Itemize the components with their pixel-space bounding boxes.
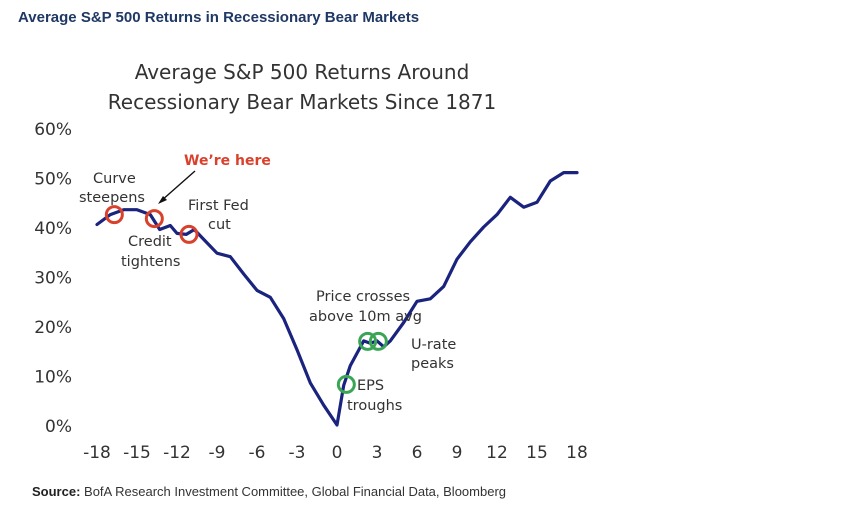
x-tick-label: -15 [123, 443, 151, 463]
red-event-marker [179, 224, 199, 244]
y-tick-label: 50% [34, 170, 72, 190]
line-chart: Average S&P 500 Returns Around Recession… [34, 60, 588, 463]
x-tick-label: 12 [486, 443, 508, 463]
x-axis-ticks: -18 -15 -12 -9 -6 -3 0 3 6 9 12 15 18 [83, 443, 588, 463]
annotation-first-fed-cut-line-2: cut [208, 217, 231, 233]
x-tick-label: -9 [209, 443, 226, 463]
annotation-u-rate-peaks: U-rate peaks [411, 337, 456, 372]
y-axis-ticks: 0% 10% 20% 30% 40% 50% 60% [34, 120, 72, 437]
annotation-eps-troughs-line-2: troughs [347, 398, 402, 414]
red-event-marker [144, 209, 164, 229]
green-event-marker [336, 374, 356, 394]
source-label: Source: [32, 484, 81, 499]
source-note: Source: BofA Research Investment Committ… [32, 484, 506, 499]
x-tick-label: -18 [83, 443, 111, 463]
x-tick-label: 6 [412, 443, 423, 463]
event-markers [104, 205, 388, 394]
chart-title: Average S&P 500 Returns Around Recession… [108, 60, 496, 114]
annotation-credit-tightens-line-2: tightens [121, 254, 180, 270]
page-title: Average S&P 500 Returns in Recessionary … [18, 9, 420, 26]
annotation-first-fed-cut-line-1: First Fed [188, 198, 249, 214]
annotations: Curve steepens We’re here First Fed cut Cr… [79, 153, 456, 414]
y-tick-label: 0% [45, 417, 72, 437]
x-tick-label: 0 [332, 443, 343, 463]
annotation-price-crosses: Price crosses above 10m avg [309, 289, 422, 325]
x-tick-label: -3 [289, 443, 306, 463]
x-tick-label: -6 [249, 443, 266, 463]
annotation-were-here: We’re here [184, 153, 271, 169]
x-tick-label: 9 [452, 443, 463, 463]
annotation-eps-troughs: EPS troughs [347, 378, 402, 414]
annotation-curve-steepens-line-1: Curve [93, 171, 136, 187]
annotation-credit-tightens: Credit tightens [121, 234, 180, 270]
y-tick-label: 60% [34, 120, 72, 140]
green-event-marker [358, 331, 378, 351]
y-tick-label: 30% [34, 269, 72, 289]
x-tick-label: 18 [566, 443, 588, 463]
y-tick-label: 10% [34, 368, 72, 388]
annotation-price-crosses-line-2: above 10m avg [309, 309, 422, 325]
annotation-price-crosses-line-1: Price crosses [316, 289, 410, 305]
green-event-marker [368, 331, 388, 351]
x-tick-label: 3 [372, 443, 383, 463]
red-event-marker [104, 205, 124, 225]
annotation-eps-troughs-line-1: EPS [357, 378, 384, 394]
annotation-credit-tightens-line-1: Credit [128, 234, 172, 250]
y-tick-label: 20% [34, 318, 72, 338]
chart-title-line-2: Recessionary Bear Markets Since 1871 [108, 90, 496, 114]
annotation-u-rate-peaks-line-1: U-rate [411, 337, 456, 353]
annotation-curve-steepens: Curve steepens [79, 171, 145, 206]
annotation-first-fed-cut: First Fed cut [188, 198, 249, 233]
annotation-u-rate-peaks-line-2: peaks [411, 356, 454, 372]
y-tick-label: 40% [34, 219, 72, 239]
series-line [95, 171, 579, 427]
x-tick-label: -12 [163, 443, 191, 463]
x-tick-label: 15 [526, 443, 548, 463]
source-text: BofA Research Investment Committee, Glob… [84, 484, 507, 499]
chart-title-line-1: Average S&P 500 Returns Around [135, 60, 470, 84]
were-here-arrow [158, 170, 196, 204]
annotation-curve-steepens-line-2: steepens [79, 190, 145, 206]
